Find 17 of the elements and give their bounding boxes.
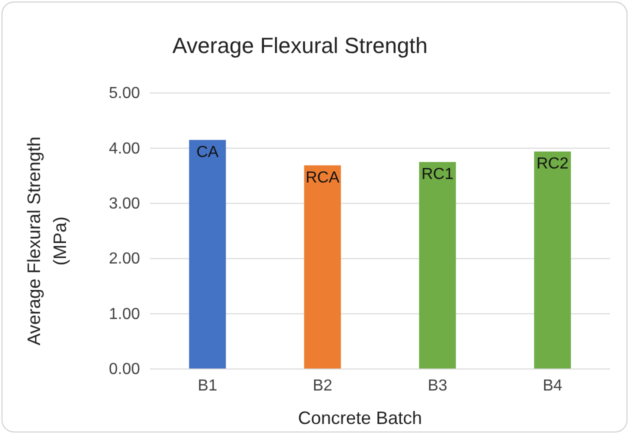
x-tick-label: B1 [198,377,218,394]
y-tick-label: 3.00 [108,196,140,213]
annotation: CA [196,144,219,161]
y-tick-label: 0.00 [108,361,140,378]
annotation: RC2 [536,156,569,173]
y-tick-label: 2.00 [108,250,140,268]
x-tick-label: B2 [312,377,332,394]
x-axis-title: Concrete Batch [298,408,422,428]
annotation: RC1 [421,166,454,183]
annotation: RCA [306,169,340,186]
chart-title: Average Flexural Strength [172,33,428,58]
y-tick-label: 5.00 [108,85,140,102]
x-tick-label: B4 [542,377,562,394]
y-axis-title: Average Flexural Strength (MPa) [24,136,70,346]
y-tick-label: 1.00 [108,306,140,323]
x-tick-label: B3 [428,377,448,394]
y-tick-label: 4.00 [108,140,140,158]
